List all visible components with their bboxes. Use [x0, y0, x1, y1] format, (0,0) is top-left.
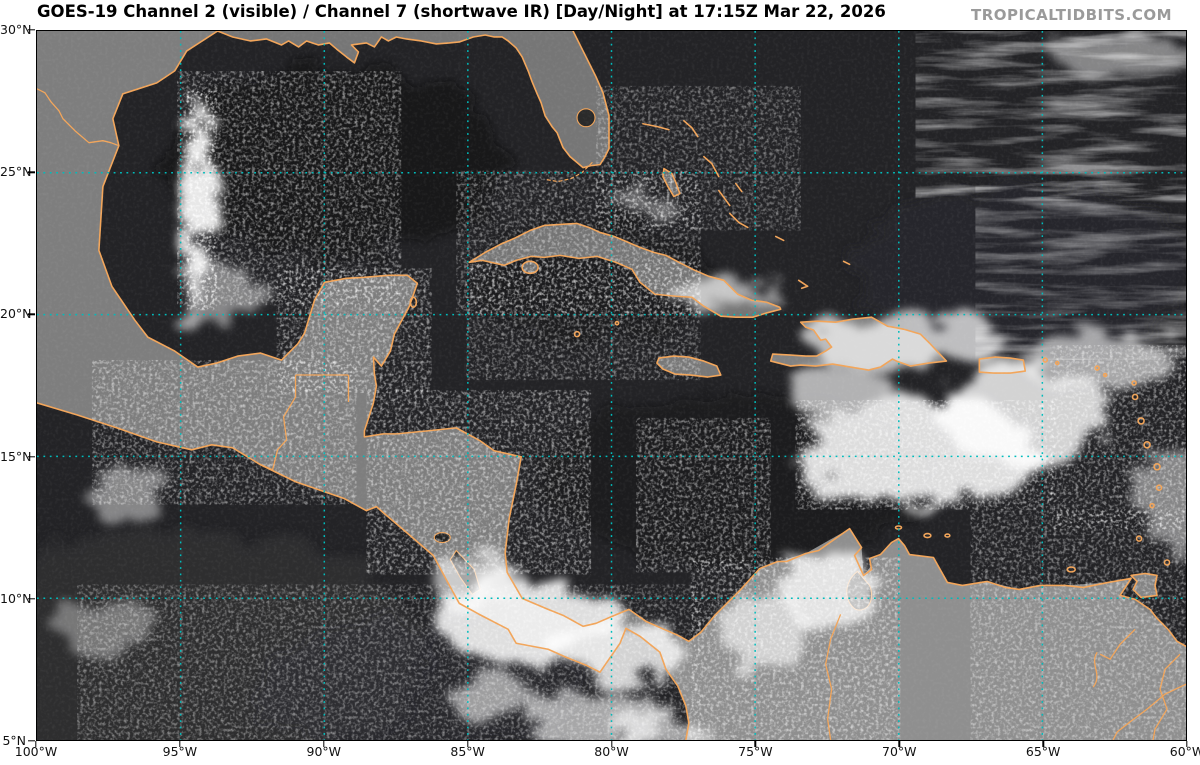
lat-tick	[28, 171, 35, 173]
lat-tick-label: 30°N	[0, 21, 32, 37]
lon-tick-label: 75°W	[738, 744, 773, 759]
lat-tick	[28, 740, 35, 742]
lon-tick-label: 90°W	[306, 744, 342, 759]
lon-tick	[754, 741, 757, 747]
lon-tick	[1042, 741, 1044, 747]
lon-tick-label: 65°W	[1025, 744, 1061, 759]
lon-tick	[898, 741, 900, 747]
lat-tick-label: 20°N	[0, 306, 32, 322]
lat-tick-label: 25°N	[0, 163, 32, 179]
lat-tick-label: 15°N	[0, 448, 32, 464]
satellite-map	[36, 30, 1187, 741]
lon-tick	[35, 741, 37, 747]
lon-tick	[179, 741, 181, 747]
lat-tick	[28, 455, 35, 458]
lat-tick	[28, 313, 35, 316]
lat-tick-label: 10°N	[0, 590, 32, 606]
satellite-imagery	[37, 31, 1186, 740]
lon-tick-label: 95°W	[162, 744, 198, 759]
lon-tick-label: 60°W	[1169, 744, 1200, 759]
lon-tick	[610, 741, 613, 747]
lon-tick-label: 85°W	[450, 744, 485, 759]
lon-tick-label: 70°W	[881, 744, 917, 759]
lon-tick	[323, 741, 325, 747]
lat-tick-label: 5°N	[2, 732, 26, 748]
lon-tick-label: 100°W	[14, 744, 58, 759]
lon-tick-label: 80°W	[594, 744, 629, 759]
page-title: GOES-19 Channel 2 (visible) / Channel 7 …	[37, 2, 886, 21]
lon-tick	[1186, 741, 1188, 747]
lat-tick	[28, 29, 35, 31]
lon-tick	[466, 741, 469, 747]
watermark: TROPICALTIDBITS.COM	[971, 6, 1172, 24]
lat-tick	[28, 598, 35, 600]
image-grain	[37, 31, 1186, 740]
